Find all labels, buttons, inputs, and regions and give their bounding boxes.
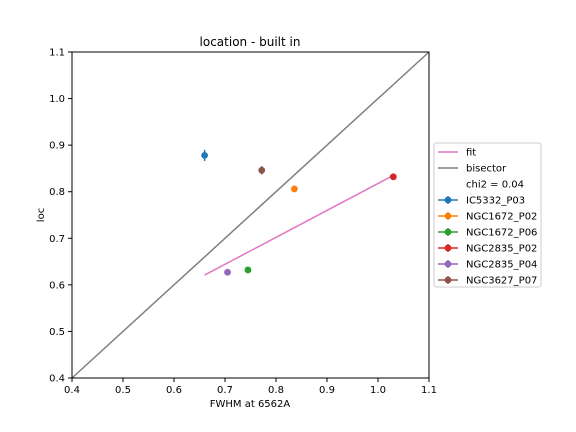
- fit-line: [204, 174, 394, 276]
- legend-entries: fit bisector chi2 = 0.04 IC5332_P03 NGC1672_…: [438, 148, 537, 287]
- y-tick-label: 0.4: [49, 374, 65, 385]
- legend: fit bisector chi2 = 0.04 IC5332_P03 NGC1672_…: [433, 142, 542, 288]
- plot-lines: [71, 51, 430, 379]
- y-tick-label: 1.1: [49, 48, 65, 59]
- point-marker: [244, 266, 252, 274]
- y-tick-label: 0.7: [49, 234, 65, 245]
- y-tick-label: 0.6: [49, 280, 65, 291]
- data-point-ngc3627-p07: [258, 166, 266, 175]
- legend-label-ngc2835-p02: NGC2835_P02: [466, 244, 537, 255]
- legend-marker-ngc3627-p07: [444, 276, 452, 284]
- data-point-ic5332-p03: [201, 149, 209, 161]
- plot-points: [201, 149, 397, 276]
- bisector-line: [71, 51, 430, 379]
- point-marker: [201, 151, 209, 159]
- legend-label-ngc1672-p02: NGC1672_P02: [466, 212, 537, 223]
- x-tick-label: 0.6: [166, 385, 182, 396]
- legend-label-ngc2835-p04: NGC2835_P04: [466, 260, 537, 271]
- legend-marker-ngc2835-p02: [444, 244, 452, 252]
- legend-annotation: chi2 = 0.04: [466, 180, 524, 191]
- point-marker: [290, 185, 298, 193]
- legend-label-ic5332-p03: IC5332_P03: [466, 196, 525, 207]
- legend-marker-ngc1672-p06: [444, 228, 452, 236]
- y-tick-label: 1.0: [49, 94, 65, 105]
- x-axis: 0.4 0.5 0.6 0.7 0.8 0.9 1.0 1.1: [64, 378, 437, 396]
- point-marker: [224, 268, 231, 276]
- x-axis-label: FWHM at 6562A: [210, 399, 291, 410]
- legend-label-ngc1672-p06: NGC1672_P06: [466, 228, 537, 239]
- x-tick-label: 1.1: [421, 385, 437, 396]
- y-axis: 0.4 0.5 0.6 0.7 0.8 0.9 1.0 1.1: [49, 48, 72, 385]
- y-tick-label: 0.9: [49, 141, 65, 152]
- y-tick-label: 0.5: [49, 327, 65, 338]
- x-tick-label: 0.4: [64, 385, 80, 396]
- y-tick-label: 0.8: [49, 187, 65, 198]
- data-point-ngc1672-p02: [290, 185, 298, 193]
- x-tick-label: 0.9: [319, 385, 335, 396]
- legend-label-bisector: bisector: [466, 164, 507, 175]
- point-marker: [258, 166, 266, 174]
- x-tick-label: 1.0: [370, 385, 386, 396]
- legend-marker-ic5332-p03: [444, 196, 452, 204]
- plot-frame: [71, 51, 430, 379]
- chart-title: location - built in: [200, 35, 301, 49]
- legend-box: [433, 142, 542, 288]
- legend-marker-ngc1672-p02: [444, 212, 452, 220]
- legend-label-ngc3627-p07: NGC3627_P07: [466, 276, 537, 287]
- data-point-ngc2835-p04: [224, 268, 231, 276]
- legend-marker-ngc2835-p04: [444, 260, 452, 268]
- data-point-ngc2835-p02: [389, 173, 397, 181]
- legend-label-fit: fit: [466, 148, 476, 159]
- data-point-ngc1672-p06: [244, 266, 252, 274]
- point-marker: [389, 173, 397, 181]
- x-tick-label: 0.8: [268, 385, 284, 396]
- x-tick-label: 0.7: [217, 385, 233, 396]
- y-axis-label: loc: [36, 208, 47, 222]
- x-tick-label: 0.5: [115, 385, 131, 396]
